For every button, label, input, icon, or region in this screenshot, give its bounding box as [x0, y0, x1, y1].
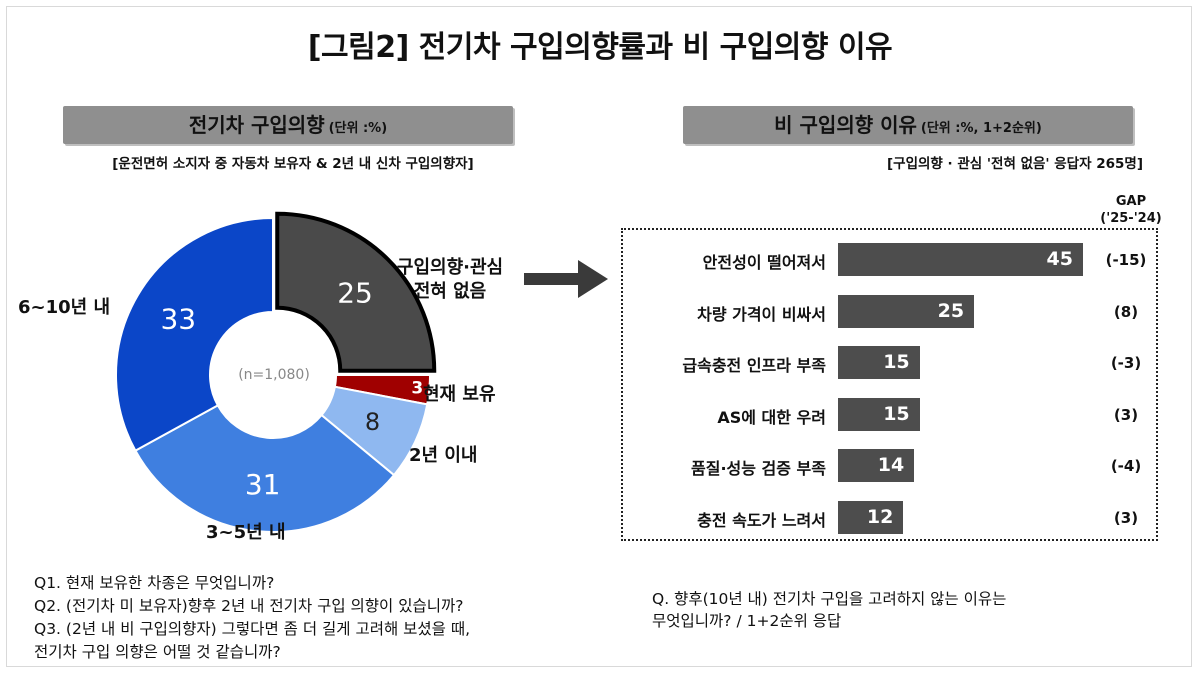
bar [838, 397, 920, 431]
gap-value: (-15) [1105, 251, 1147, 269]
bar-value-label: 15 [883, 351, 910, 373]
question-3: Q3. (2년 내 비 구입의향자) 그렇다면 좀 더 길게 고려해 보셨을 때… [34, 620, 471, 638]
right-subtitle: [구입의향 · 관심 '전혀 없음' 응답자 265명] [887, 156, 1143, 172]
left-questions: Q1. 현재 보유한 차종은 무엇입니까? Q2. (전기차 미 보유자)향후 … [34, 572, 470, 664]
donut-label-within-2y: 2년 이내 [409, 445, 478, 466]
page-frame [6, 6, 1192, 667]
left-header-text: 전기차 구입의향 [188, 113, 325, 137]
bar [838, 243, 1083, 276]
gap-value: (3) [1113, 508, 1139, 527]
question-3-cont: 전기차 구입 의향은 어떨 것 같습니까? [34, 643, 281, 661]
donut-label-6-10y: 6~10년 내 [18, 297, 111, 318]
bar-category-label: 품질·성능 검증 부족 [691, 459, 826, 478]
donut-value-owning: 3 [411, 379, 423, 399]
right-question-line2: 무엇입니까? / 1+2순위 응답 [652, 612, 842, 630]
bar-category-label: 충전 속도가 느려서 [697, 510, 826, 530]
bar-value-label: 14 [877, 454, 905, 476]
bar-chart-box [621, 228, 1158, 541]
donut-value-3-5y: 31 [245, 468, 281, 501]
bar-value-label: 25 [937, 299, 965, 322]
donut-slice-6-10y [115, 216, 274, 452]
question-2: Q2. (전기차 미 보유자)향후 2년 내 전기차 구입 의향이 있습니까? [34, 597, 464, 615]
gap-value: (3) [1113, 405, 1139, 424]
left-header-banner: 전기차 구입의향 (단위 :%) [63, 106, 513, 144]
bar-category-label: 급속충전 인프라 부족 [682, 356, 826, 375]
donut-label-no-interest: 구입의향·관심 전혀 없음 [375, 256, 525, 304]
bar-category-label: 안전성이 떨어져서 [702, 253, 826, 272]
gap-value: (-4) [1110, 457, 1142, 475]
gap-header-line2: ('25-'24) [1100, 211, 1162, 226]
left-header-unit: (단위 :%) [328, 121, 388, 136]
right-header-unit: (단위 :%, 1+2순위) [920, 121, 1042, 136]
bar-value-label: 45 [1046, 248, 1073, 270]
donut-label-no-interest-line1: 구입의향·관심 [396, 257, 504, 278]
question-1: Q1. 현재 보유한 차종은 무엇입니까? [34, 574, 275, 592]
bar [838, 294, 975, 328]
arrow-icon [524, 260, 608, 298]
gap-header: GAP ('25-'24) [1086, 193, 1176, 227]
bar [838, 449, 915, 482]
donut-value-no-interest: 25 [337, 276, 373, 309]
bar-value-label: 12 [866, 505, 894, 528]
donut-slice-3-5y [134, 403, 396, 533]
donut-value-6-10y: 33 [160, 303, 196, 336]
donut-label-3-5y: 3~5년 내 [206, 522, 286, 543]
gap-header-line1: GAP [1115, 194, 1147, 209]
bar [838, 346, 920, 379]
bar [838, 500, 904, 534]
left-subtitle: [운전면허 소지자 중 자동차 보유자 & 2년 내 신차 구입의향자] [112, 156, 474, 172]
donut-label-owning: 현재 보유 [423, 384, 496, 405]
bar-category-label: AS에 대한 우려 [717, 407, 826, 427]
gap-value: (8) [1113, 302, 1139, 321]
right-header-text: 비 구입의향 이유 [774, 113, 917, 137]
right-question: Q. 향후(10년 내) 전기차 구입을 고려하지 않는 이유는 무엇입니까? … [652, 588, 1006, 632]
bar-category-label: 차량 가격이 비싸서 [697, 304, 826, 324]
figure-title: [그림2] 전기차 구입의향률과 비 구입의향 이유 [307, 30, 893, 65]
donut-center-note: (n=1,080) [238, 367, 310, 383]
donut-label-no-interest-line2: 전혀 없음 [413, 281, 487, 302]
donut-value-within-2y: 8 [365, 408, 380, 436]
gap-value: (-3) [1110, 354, 1142, 372]
right-header-banner: 비 구입의향 이유 (단위 :%, 1+2순위) [683, 106, 1133, 144]
right-question-line1: Q. 향후(10년 내) 전기차 구입을 고려하지 않는 이유는 [652, 590, 1007, 608]
donut-slice-no-interest [275, 211, 437, 373]
bar-value-label: 15 [883, 402, 910, 425]
